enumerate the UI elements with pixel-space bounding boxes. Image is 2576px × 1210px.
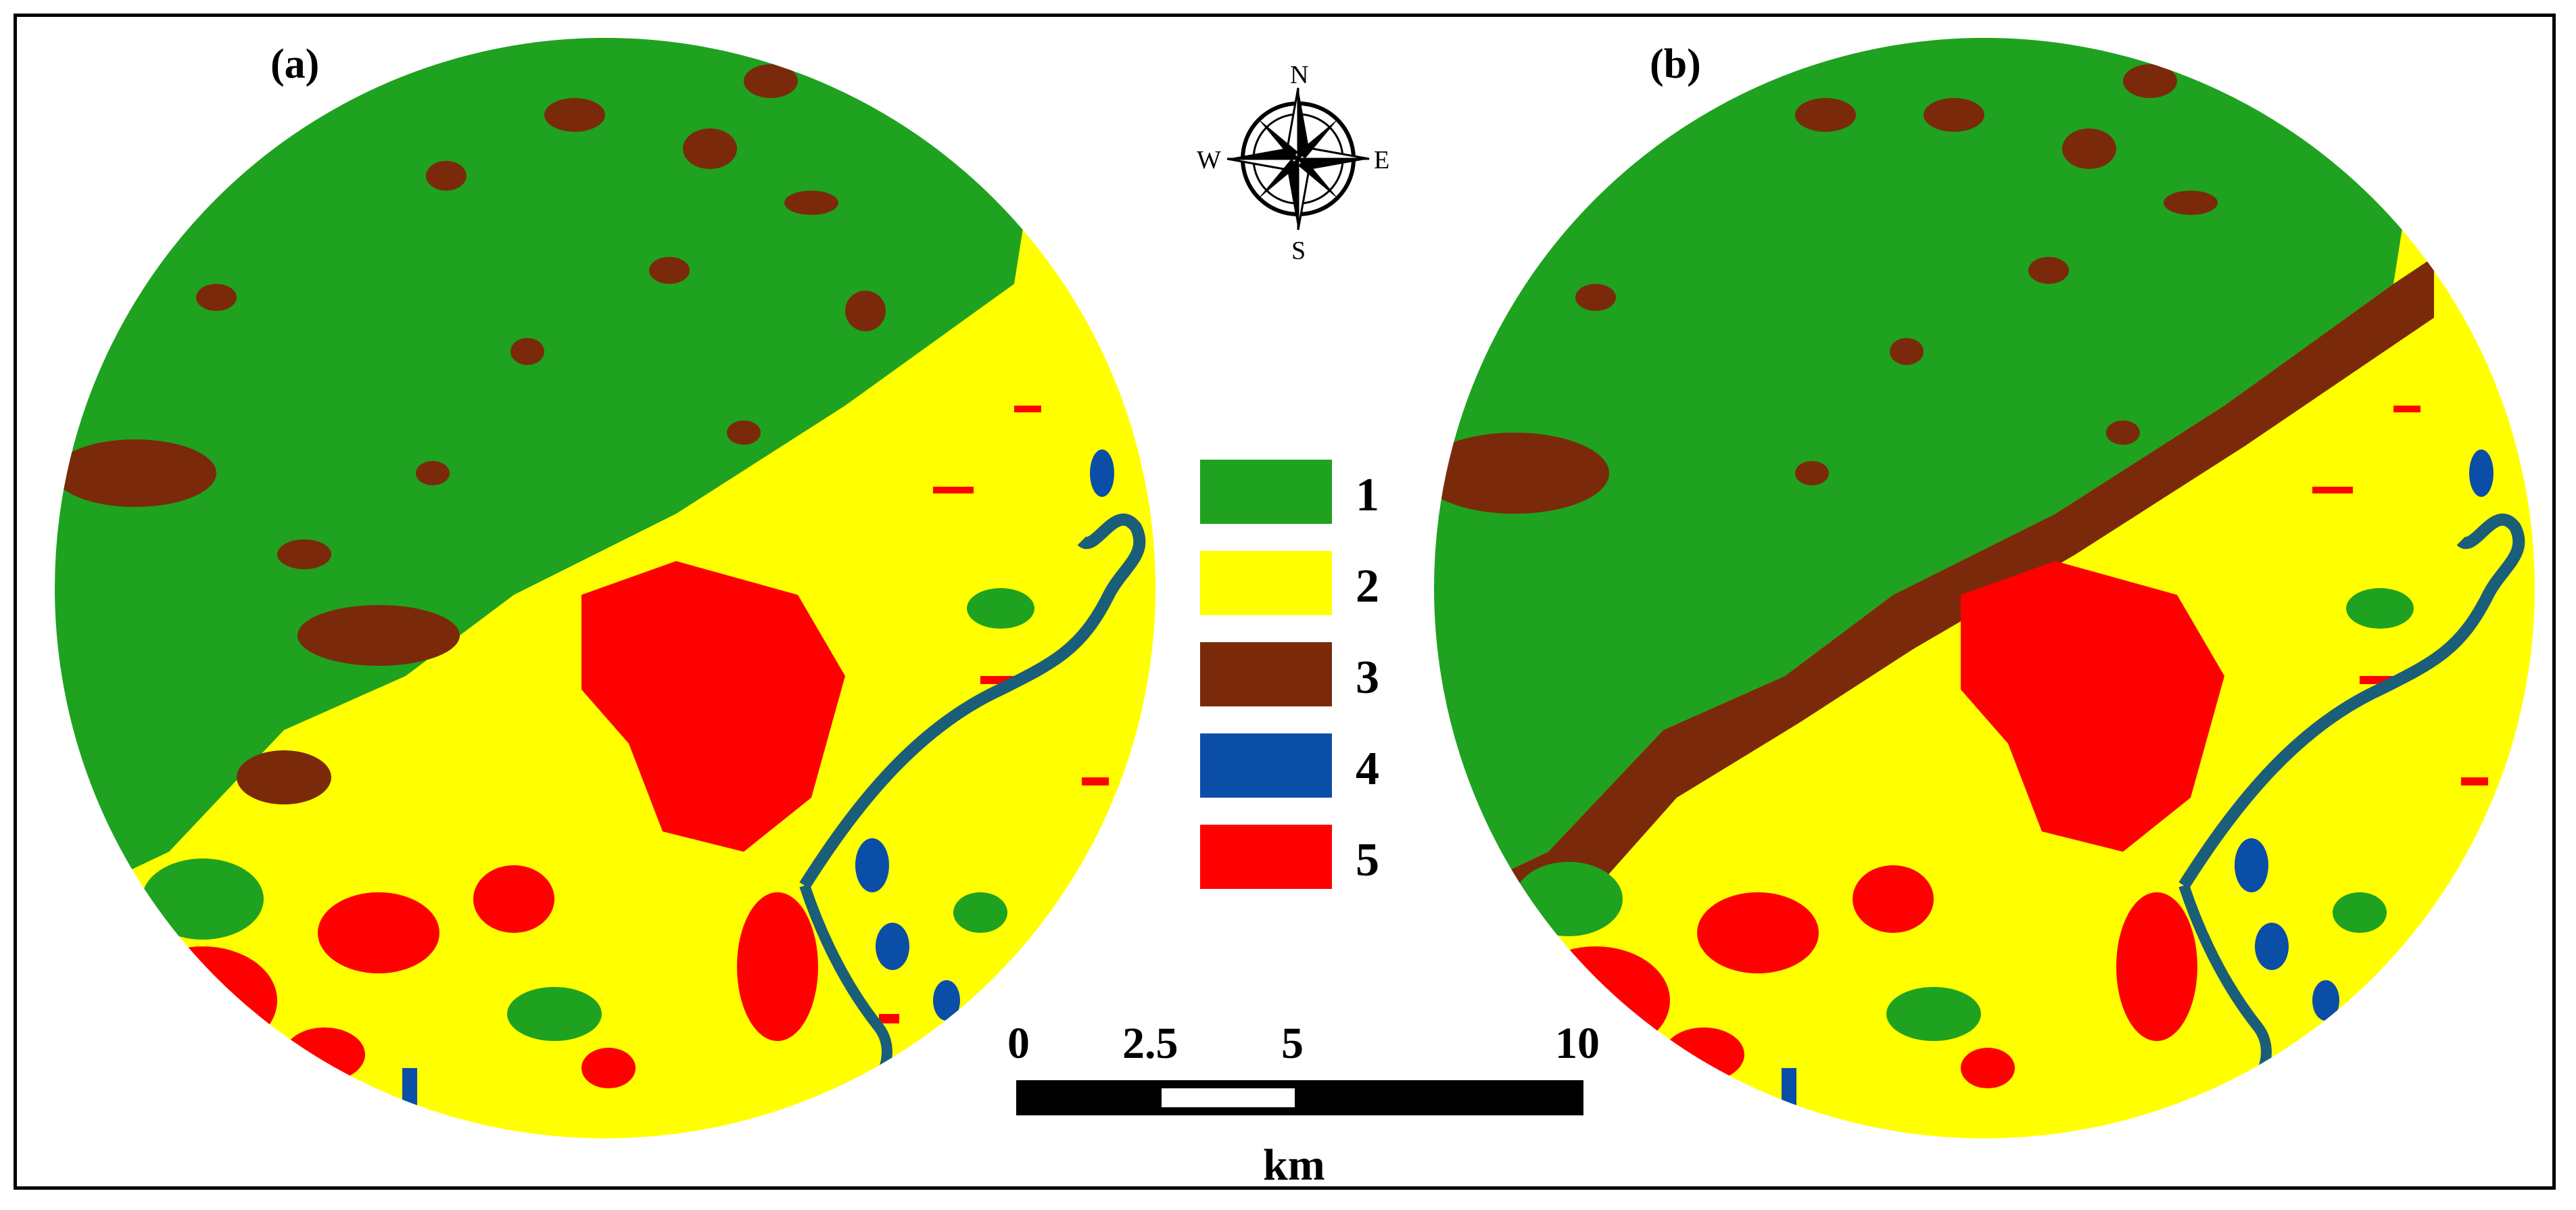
map-b-boundary — [1433, 37, 2536, 1140]
legend-label-1: 1 — [1356, 469, 1379, 521]
compass-north: N — [1290, 61, 1308, 89]
legend-swatch-4 — [1200, 733, 1332, 798]
legend-label-4: 4 — [1356, 743, 1379, 795]
scale-tick-5: 5 — [1281, 1019, 1304, 1068]
compass-rose-icon: N S E W — [1197, 61, 1389, 265]
legend: 1 2 3 4 5 — [1200, 460, 1379, 889]
scale-tick-2-5: 2.5 — [1122, 1019, 1178, 1068]
compass-east: E — [1374, 146, 1389, 174]
legend-label-2: 2 — [1356, 560, 1379, 612]
scale-bar: 0 2.5 5 10 km — [1007, 1019, 1600, 1190]
legend-swatch-2 — [1200, 551, 1332, 615]
scale-tick-10: 10 — [1555, 1019, 1600, 1068]
map-b — [1433, 37, 2535, 1139]
map-a-boundary — [53, 37, 1157, 1140]
panel-label-b: (b) — [1650, 41, 1701, 87]
legend-swatch-5 — [1200, 825, 1332, 889]
map-a — [54, 37, 1156, 1139]
scale-unit: km — [1263, 1140, 1325, 1190]
compass-west: W — [1197, 146, 1221, 174]
legend-label-5: 5 — [1356, 834, 1379, 886]
compass-south: S — [1291, 237, 1306, 265]
legend-swatch-3 — [1200, 642, 1332, 706]
legend-swatch-1 — [1200, 460, 1332, 524]
panel-label-a: (a) — [270, 41, 319, 87]
scale-tick-0: 0 — [1007, 1019, 1030, 1068]
legend-label-3: 3 — [1356, 652, 1379, 704]
